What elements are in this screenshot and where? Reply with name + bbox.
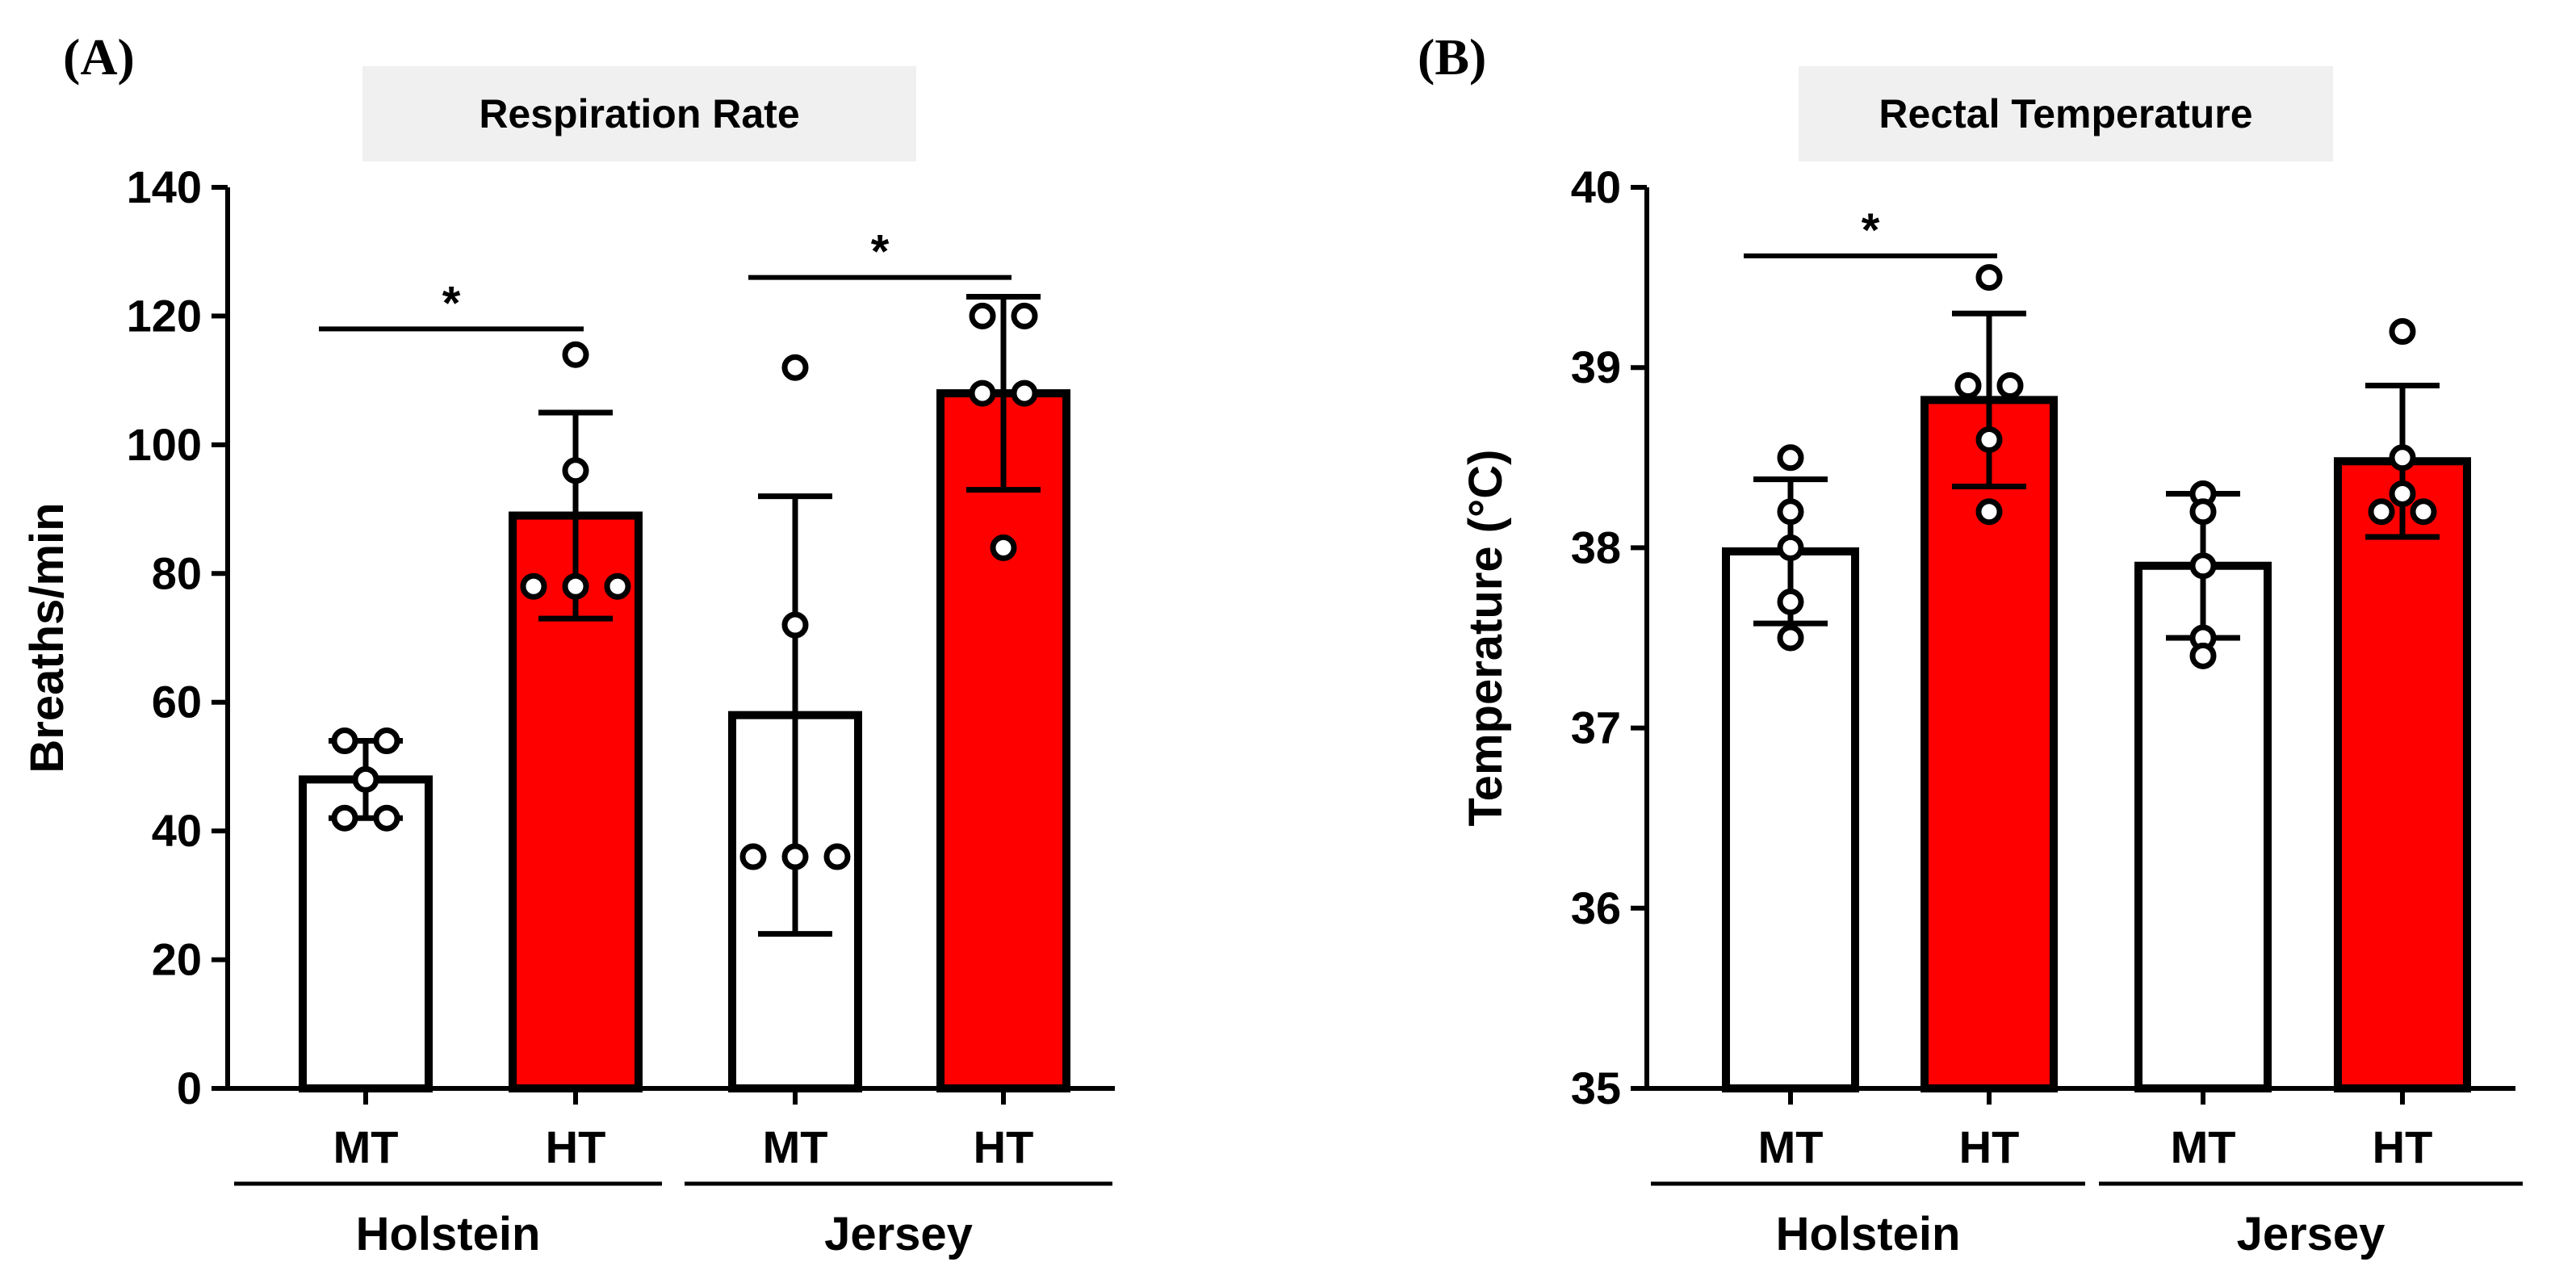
data-point — [562, 341, 589, 368]
data-point — [781, 354, 809, 381]
y-axis-label: Temperature (°C) — [1460, 450, 1512, 827]
data-point — [562, 457, 589, 484]
data-point — [1777, 624, 1804, 652]
data-point — [352, 765, 379, 793]
x-category-label: HT — [546, 1122, 606, 1172]
panel-letter: (A) — [63, 28, 135, 86]
group-label: Holstein — [356, 1208, 541, 1260]
data-point — [2368, 498, 2395, 526]
significance-label: * — [1862, 204, 1880, 257]
bar — [2334, 457, 2471, 1092]
data-point — [1011, 379, 1038, 407]
y-tick-label: 100 — [127, 419, 202, 470]
data-point — [1954, 372, 1982, 400]
x-category-label: HT — [2373, 1122, 2433, 1172]
y-tick-label: 37 — [1571, 702, 1621, 753]
y-axis-label: Breaths/min — [21, 502, 73, 773]
chart-title: Rectal Temperature — [1879, 91, 2252, 136]
x-category-label: MT — [2171, 1122, 2236, 1172]
y-tick-label: 140 — [127, 161, 202, 212]
data-point — [739, 843, 767, 870]
data-point — [2189, 552, 2217, 580]
y-tick-label: 38 — [1571, 522, 1621, 572]
x-category-label: HT — [1959, 1122, 2020, 1172]
data-point — [1011, 302, 1038, 329]
data-point — [520, 572, 547, 600]
chart-panel-1: (A) Respiration Rate Breaths/min 0 20 40 60 80 1… — [21, 28, 1115, 1260]
data-point — [373, 727, 400, 755]
data-point — [823, 843, 851, 870]
x-category-label: MT — [1758, 1122, 1824, 1172]
significance-label: * — [442, 277, 461, 329]
chart-panel-2: (B) Rectal Temperature Temperature (°C) 35 3… — [1418, 28, 2523, 1260]
data-point — [2189, 642, 2217, 669]
y-tick-label: 35 — [1571, 1063, 1621, 1113]
bar — [936, 389, 1070, 1093]
data-point — [1777, 444, 1804, 472]
data-point — [969, 302, 996, 329]
group-label: Holstein — [1776, 1208, 1961, 1260]
data-point — [1975, 264, 2003, 291]
data-point — [781, 843, 809, 870]
y-tick-label: 20 — [152, 934, 202, 985]
data-point — [2189, 498, 2217, 526]
x-category-label: HT — [974, 1122, 1034, 1172]
data-point — [2389, 444, 2416, 472]
y-tick-label: 40 — [152, 805, 202, 856]
data-point — [1777, 588, 1804, 615]
data-point — [373, 804, 400, 832]
data-point — [1975, 426, 2003, 453]
panel-letter: (B) — [1418, 28, 1486, 86]
chart-title-box — [362, 66, 916, 161]
data-point — [2389, 318, 2416, 346]
y-tick-label: 120 — [127, 290, 202, 341]
bar — [299, 775, 433, 1092]
group-label: Jersey — [2237, 1208, 2385, 1260]
data-point — [990, 534, 1017, 561]
chart-title: Respiration Rate — [479, 91, 799, 136]
data-point — [604, 572, 631, 600]
data-point — [781, 611, 809, 639]
data-point — [2410, 498, 2437, 526]
data-point — [1777, 498, 1804, 526]
data-point — [2389, 480, 2416, 507]
chart-title-box — [1799, 66, 2333, 161]
data-point — [562, 572, 589, 600]
data-point — [1996, 372, 2024, 400]
data-point — [1975, 498, 2003, 526]
data-point — [331, 727, 358, 755]
data-point — [331, 804, 358, 832]
y-tick-label: 0 — [177, 1063, 202, 1113]
x-category-label: MT — [333, 1122, 399, 1172]
y-tick-label: 39 — [1571, 342, 1621, 392]
data-point — [1777, 534, 1804, 561]
y-tick-label: 36 — [1571, 883, 1621, 933]
bar — [1920, 396, 2058, 1093]
data-point — [969, 379, 996, 407]
x-category-label: MT — [763, 1122, 828, 1172]
y-tick-label: 40 — [1571, 161, 1621, 212]
y-tick-label: 60 — [152, 677, 202, 727]
significance-label: * — [871, 226, 890, 279]
y-tick-label: 80 — [152, 547, 202, 598]
group-label: Jersey — [824, 1208, 973, 1260]
